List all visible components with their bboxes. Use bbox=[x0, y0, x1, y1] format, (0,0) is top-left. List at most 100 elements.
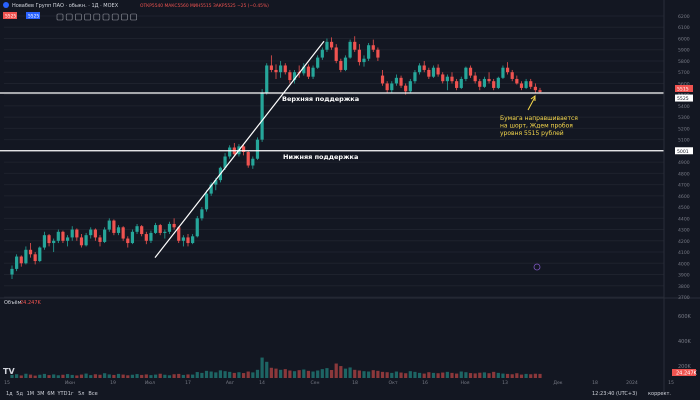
price-label-level: 5515 bbox=[677, 86, 689, 92]
candle-body bbox=[181, 237, 185, 241]
price-tick: 3900 bbox=[678, 273, 690, 279]
sell-price[interactable]: 5525 bbox=[5, 14, 16, 20]
crosshair-icon[interactable] bbox=[65, 13, 73, 21]
pen-icon[interactable] bbox=[93, 13, 101, 21]
time-tick: 19 bbox=[110, 380, 116, 386]
volume-bar bbox=[510, 374, 514, 378]
event-marker[interactable] bbox=[533, 263, 541, 271]
candle-body bbox=[408, 81, 412, 92]
clock: 12:23:40 (UTC+3) bbox=[592, 391, 637, 397]
volume-bar bbox=[320, 369, 324, 378]
volume-bar bbox=[408, 371, 412, 378]
path-icon[interactable] bbox=[84, 13, 91, 21]
time-axis: 15 Июн 19 Июл 17 Авг 14 Сен 18 Окт 16 Ноя 13 Дек 18 202… bbox=[4, 380, 674, 386]
rect-icon[interactable] bbox=[130, 13, 137, 21]
price-tick: 3700 bbox=[678, 295, 690, 301]
volume-bar bbox=[84, 373, 88, 378]
volume-bar bbox=[399, 372, 403, 378]
volume-bar bbox=[130, 374, 135, 378]
volume-bar bbox=[524, 373, 528, 378]
line-icon[interactable] bbox=[111, 13, 119, 21]
volume-bar bbox=[325, 368, 329, 378]
interval-button-5д[interactable]: 5д bbox=[16, 391, 23, 397]
volume-bar bbox=[251, 372, 255, 378]
volume-badge bbox=[672, 369, 696, 376]
volume-bar bbox=[436, 373, 440, 378]
time-tick: Сен bbox=[310, 380, 319, 386]
volume-bar bbox=[492, 371, 496, 378]
candle-body bbox=[292, 72, 297, 81]
candle-body bbox=[492, 81, 496, 88]
volume-bar bbox=[353, 369, 357, 378]
volume-bar bbox=[98, 374, 102, 378]
volume-bar bbox=[274, 368, 278, 378]
volume-bar bbox=[79, 374, 84, 378]
text-icon[interactable] bbox=[75, 13, 82, 21]
candle-body bbox=[265, 65, 269, 93]
candle-body bbox=[519, 83, 524, 88]
volume-bar bbox=[237, 372, 241, 378]
price-tick: 5800 bbox=[678, 59, 690, 65]
ellipse-icon[interactable] bbox=[121, 13, 128, 21]
symbol-title[interactable]: Новабев Групп ПАО · обыкн. · 1Д · MOEX bbox=[12, 3, 119, 9]
time-tick: Авг bbox=[226, 380, 235, 386]
candle-body bbox=[501, 67, 505, 78]
cursor-icon[interactable] bbox=[56, 13, 64, 21]
buy-button-bg[interactable] bbox=[26, 12, 40, 19]
time-tick: 2024 bbox=[626, 380, 638, 386]
candle-body bbox=[445, 76, 449, 82]
candle-body bbox=[107, 220, 111, 230]
volume-bar bbox=[417, 372, 422, 378]
volume-bar bbox=[279, 369, 283, 378]
interval-button-Все[interactable]: Все bbox=[88, 391, 97, 397]
sell-button-bg[interactable] bbox=[3, 12, 17, 19]
adjust-mode[interactable]: коррект. bbox=[648, 391, 671, 397]
note-arrow bbox=[527, 96, 536, 111]
buy-price[interactable]: 5525 bbox=[28, 14, 39, 20]
interval-button-6М[interactable]: 6М bbox=[47, 391, 55, 397]
candle-body bbox=[436, 67, 440, 75]
trendline-segment[interactable] bbox=[154, 40, 325, 259]
candle-body bbox=[260, 92, 264, 140]
volume-bar bbox=[515, 373, 519, 378]
volume-bar bbox=[496, 372, 500, 378]
volume-bar bbox=[306, 370, 311, 378]
interval-button-1г[interactable]: 1г bbox=[68, 391, 74, 397]
interval-button-YTD[interactable]: YTD bbox=[57, 391, 68, 397]
volume-bar bbox=[468, 373, 473, 378]
trendline[interactable] bbox=[154, 40, 325, 259]
price-label-level-bg bbox=[675, 84, 693, 92]
volume-bar bbox=[38, 374, 42, 378]
volume-bar bbox=[316, 370, 320, 378]
interval-button-3М[interactable]: 3М bbox=[37, 391, 45, 397]
volume-bar bbox=[367, 371, 371, 378]
volume-bar bbox=[153, 374, 158, 378]
candle-body bbox=[38, 247, 42, 262]
candle-body bbox=[505, 67, 510, 73]
price-tick: 4000 bbox=[678, 261, 690, 267]
candle-body bbox=[33, 254, 37, 262]
interval-button-5л[interactable]: 5л bbox=[78, 391, 84, 397]
candle-body bbox=[431, 67, 436, 77]
candle-body bbox=[450, 76, 454, 82]
candle-body bbox=[394, 77, 399, 84]
candle-body bbox=[343, 57, 348, 70]
candle-body bbox=[538, 90, 542, 92]
candle-body bbox=[380, 75, 385, 84]
price-tick: 4100 bbox=[678, 250, 690, 256]
time-tick: 18 bbox=[592, 380, 598, 386]
interval-button-1д[interactable]: 1д bbox=[6, 391, 13, 397]
candle-body bbox=[84, 235, 88, 246]
candle-body bbox=[459, 78, 463, 88]
volume-bar bbox=[116, 373, 121, 378]
interval-button-1М[interactable]: 1М bbox=[27, 391, 34, 397]
candle-body bbox=[357, 49, 361, 63]
candle-body bbox=[288, 72, 292, 81]
arrow-icon[interactable] bbox=[102, 13, 110, 21]
candle-body bbox=[339, 60, 343, 70]
price-tick: 6100 bbox=[678, 25, 690, 31]
candle-body bbox=[362, 58, 366, 63]
volume-bar bbox=[505, 373, 510, 378]
